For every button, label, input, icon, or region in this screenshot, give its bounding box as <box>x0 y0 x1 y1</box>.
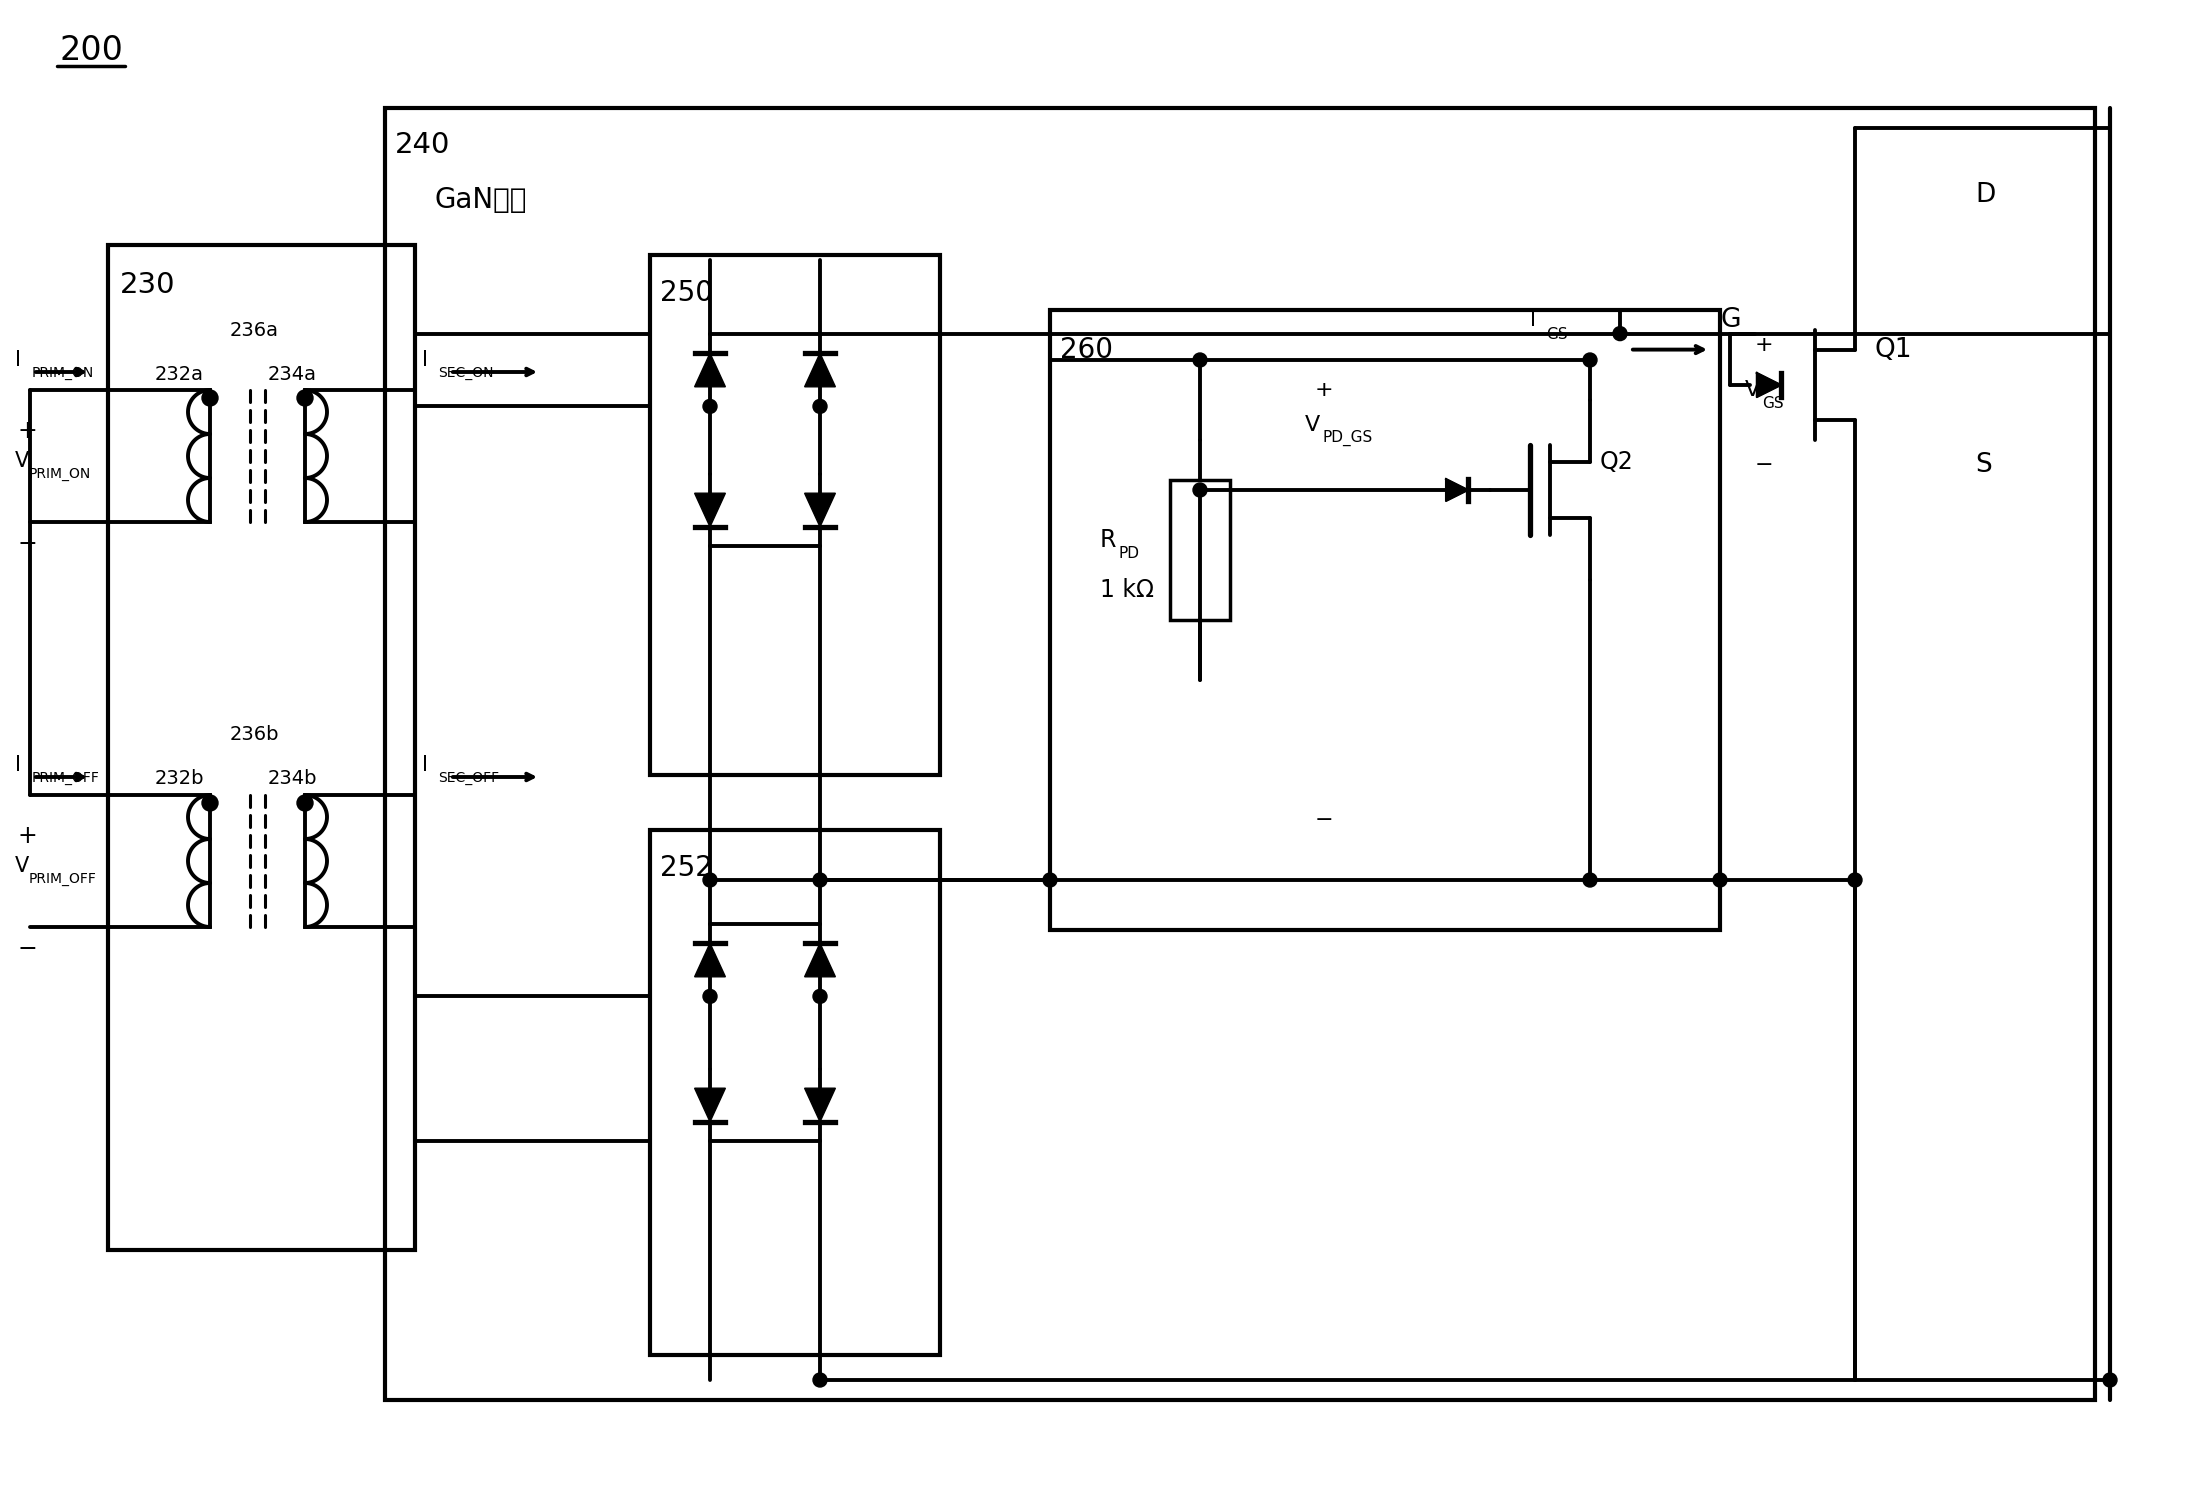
Text: 240: 240 <box>395 131 450 159</box>
Bar <box>649 830 940 1355</box>
Bar <box>1051 309 1720 929</box>
Text: Q1: Q1 <box>1875 338 1912 363</box>
Circle shape <box>297 796 312 810</box>
Text: PRIM_OFF: PRIM_OFF <box>28 871 96 886</box>
Text: −: − <box>1755 455 1774 474</box>
Polygon shape <box>695 354 725 387</box>
Circle shape <box>1582 352 1597 367</box>
Text: 200: 200 <box>59 34 125 67</box>
Text: SEC_OFF: SEC_OFF <box>437 770 498 785</box>
Text: 1 kΩ: 1 kΩ <box>1099 578 1154 602</box>
Text: V: V <box>15 451 28 471</box>
Text: +: + <box>17 419 37 443</box>
Circle shape <box>1613 327 1628 341</box>
Text: R: R <box>1099 528 1117 552</box>
Circle shape <box>1849 873 1862 888</box>
Text: V: V <box>1304 415 1320 436</box>
Polygon shape <box>804 943 835 977</box>
Text: V: V <box>15 857 28 876</box>
Bar <box>649 254 940 775</box>
Text: I: I <box>1530 309 1536 330</box>
Text: Q2: Q2 <box>1599 451 1634 474</box>
Text: SEC_ON: SEC_ON <box>437 366 494 381</box>
Circle shape <box>813 873 826 888</box>
Circle shape <box>813 400 826 413</box>
Text: I: I <box>15 349 22 370</box>
Circle shape <box>813 1373 826 1387</box>
Circle shape <box>1713 873 1726 888</box>
Polygon shape <box>1757 373 1781 397</box>
Text: 250: 250 <box>660 280 712 306</box>
Text: −: − <box>17 937 37 961</box>
Text: +: + <box>17 824 37 848</box>
Text: PRIM_OFF: PRIM_OFF <box>33 770 101 785</box>
Text: −: − <box>17 532 37 556</box>
Text: I: I <box>422 755 428 775</box>
Text: PRIM_ON: PRIM_ON <box>28 467 92 480</box>
Polygon shape <box>1446 479 1468 501</box>
Text: PD_GS: PD_GS <box>1322 430 1372 446</box>
Circle shape <box>297 390 312 406</box>
Polygon shape <box>804 494 835 526</box>
Text: −: − <box>1315 810 1333 830</box>
Polygon shape <box>804 1088 835 1121</box>
Text: +: + <box>1755 335 1774 355</box>
Polygon shape <box>804 354 835 387</box>
Circle shape <box>1042 873 1058 888</box>
Bar <box>107 245 415 1251</box>
Text: 236a: 236a <box>229 321 280 339</box>
Polygon shape <box>695 494 725 526</box>
Polygon shape <box>695 1088 725 1121</box>
Text: D: D <box>1975 181 1995 208</box>
Text: I: I <box>15 755 22 775</box>
Circle shape <box>1193 352 1206 367</box>
Circle shape <box>704 873 717 888</box>
Text: V: V <box>1746 381 1761 400</box>
Bar <box>385 109 2095 1399</box>
Text: 252: 252 <box>660 854 712 882</box>
Polygon shape <box>695 943 725 977</box>
Circle shape <box>1582 873 1597 888</box>
Circle shape <box>704 989 717 1004</box>
Text: GS: GS <box>1547 327 1567 342</box>
Bar <box>1169 480 1230 620</box>
Text: 234a: 234a <box>269 366 317 385</box>
Text: GaN管芯: GaN管芯 <box>435 186 527 214</box>
Text: 232b: 232b <box>155 769 205 788</box>
Circle shape <box>1193 483 1206 497</box>
Text: PD: PD <box>1119 547 1141 562</box>
Circle shape <box>2102 1373 2117 1387</box>
Text: S: S <box>1975 452 1993 477</box>
Circle shape <box>813 989 826 1004</box>
Circle shape <box>201 390 219 406</box>
Text: 232a: 232a <box>155 366 203 385</box>
Text: 230: 230 <box>120 271 175 299</box>
Text: I: I <box>422 349 428 370</box>
Circle shape <box>201 796 219 810</box>
Text: 234b: 234b <box>269 769 317 788</box>
Text: +: + <box>1315 381 1333 400</box>
Text: PRIM_ON: PRIM_ON <box>33 366 94 381</box>
Text: GS: GS <box>1761 396 1783 410</box>
Text: 260: 260 <box>1060 336 1112 364</box>
Text: 236b: 236b <box>229 726 280 745</box>
Circle shape <box>704 400 717 413</box>
Text: G: G <box>1720 306 1741 333</box>
